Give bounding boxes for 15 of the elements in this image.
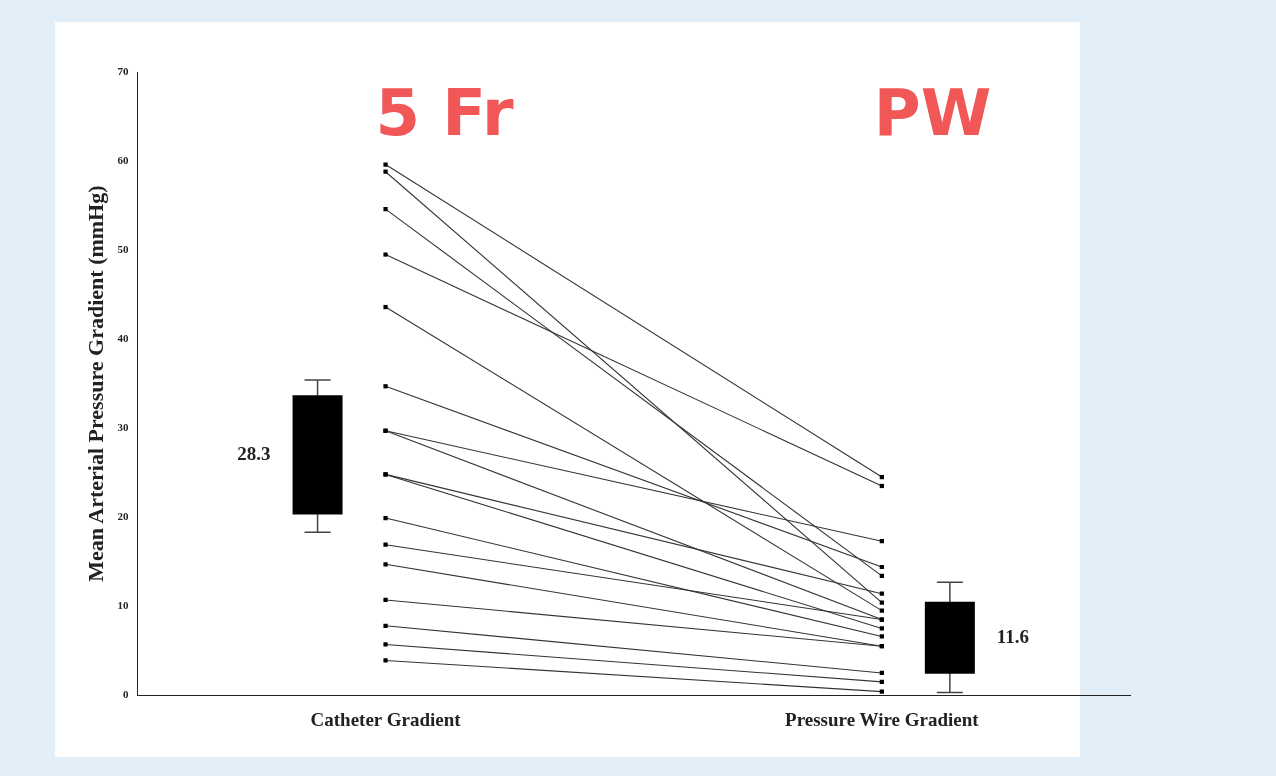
y-axis-title: Mean Arterial Pressure Gradient (mmHg) xyxy=(82,185,108,582)
text: 28.3 xyxy=(237,442,271,464)
y-tick-label: 10 xyxy=(117,599,129,612)
text: 11.6 xyxy=(996,625,1030,647)
y-tick-label: 0 xyxy=(122,688,129,701)
annotation: 5 Fr xyxy=(375,76,514,150)
x-tick-label: Catheter Gradient xyxy=(310,708,462,730)
y-tick-label: 30 xyxy=(117,420,129,433)
y-tick-label: 20 xyxy=(117,509,129,522)
y-tick-label: 50 xyxy=(117,242,129,255)
annotation: PW xyxy=(873,76,992,150)
x-tick-label: Pressure Wire Gradient xyxy=(785,708,980,730)
y-tick-label: 70 xyxy=(117,64,129,77)
y-tick-label: 60 xyxy=(117,153,129,166)
y-tick-label: 40 xyxy=(117,331,129,344)
